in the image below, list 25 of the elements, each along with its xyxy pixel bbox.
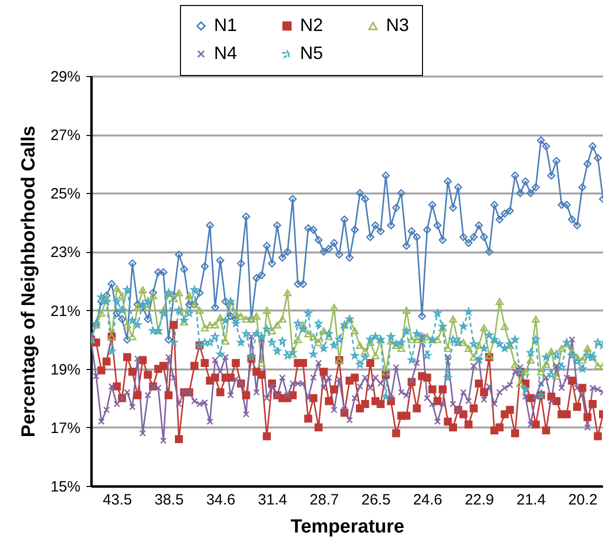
y-tick-label: 23% [50, 244, 80, 262]
x-axis-title: Temperature [290, 516, 404, 538]
legend-label: N2 [300, 15, 324, 35]
y-tick-label: 25% [50, 186, 80, 203]
x-tick-label: 26.5 [361, 492, 391, 508]
x-tick-label: 24.6 [413, 492, 442, 508]
legend-label: N3 [386, 15, 410, 35]
x-tick-label: 21.4 [516, 492, 546, 508]
y-tick-label: 29% [50, 68, 80, 86]
y-tick-label: 17% [50, 420, 80, 437]
y-tick-label: 19% [50, 361, 80, 378]
legend-label: N5 [300, 43, 324, 63]
y-tick-label: 21% [50, 302, 80, 320]
legend-label: N1 [214, 15, 238, 35]
y-tick-label: 27% [50, 127, 80, 144]
legend-label: N4 [214, 43, 238, 63]
x-tick-label: 38.5 [154, 492, 184, 508]
x-tick-label: 43.5 [102, 492, 132, 508]
y-tick-label: 15% [50, 478, 80, 496]
x-tick-label: 22.9 [464, 492, 494, 508]
x-tick-label: 34.6 [206, 492, 236, 508]
x-tick-label: 28.7 [310, 492, 339, 508]
x-tick-label: 31.4 [258, 492, 288, 508]
y-axis-title: Percentage of Neighborhood Calls [18, 126, 40, 438]
x-tick-label: 20.2 [568, 492, 598, 508]
